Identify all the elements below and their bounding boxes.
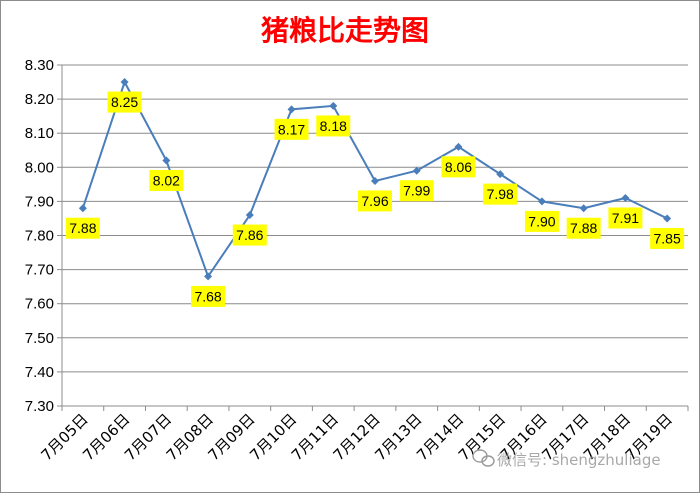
data-label-text: 7.85 — [654, 230, 681, 246]
data-label-text: 8.18 — [320, 118, 347, 134]
data-point — [78, 204, 87, 213]
data-label: 7.96 — [358, 190, 392, 212]
data-label-box — [441, 156, 476, 178]
y-tick-label: 7.40 — [25, 364, 54, 381]
data-label-text: 7.68 — [194, 288, 221, 304]
y-tick-label: 7.80 — [25, 228, 54, 245]
data-label-box — [191, 285, 226, 307]
data-label: 7.68 — [191, 285, 226, 307]
data-label: 7.90 — [524, 210, 559, 232]
watermark: 微信号: shengzhuliage — [472, 449, 661, 469]
data-label-text: 7.99 — [403, 183, 430, 199]
data-label-box — [149, 169, 184, 191]
watermark-text: 微信号: shengzhuliage — [497, 451, 661, 469]
y-tick-label: 8.00 — [25, 159, 54, 176]
data-label: 8.18 — [316, 115, 351, 137]
data-label-text: 7.90 — [528, 213, 555, 229]
data-label: 7.99 — [399, 180, 434, 202]
data-label-text: 8.25 — [111, 94, 138, 110]
y-tick-label: 7.60 — [25, 296, 54, 313]
data-label: 8.17 — [274, 118, 309, 140]
data-label-box — [524, 210, 559, 232]
data-label-text: 7.86 — [236, 227, 263, 243]
axes — [57, 64, 689, 411]
data-label-box — [358, 190, 392, 212]
data-label-box — [107, 91, 142, 113]
data-label-text: 7.88 — [69, 220, 96, 236]
data-label-box — [65, 217, 100, 239]
data-label-text: 7.91 — [612, 210, 639, 226]
data-label-box — [399, 180, 434, 202]
data-point — [537, 197, 546, 206]
data-label-box — [232, 224, 267, 246]
y-tick-label: 8.10 — [25, 125, 54, 142]
y-tick-label: 8.20 — [25, 91, 54, 108]
data-label: 7.85 — [650, 227, 685, 249]
data-label-text: 7.98 — [487, 186, 514, 202]
data-label-box — [483, 183, 518, 205]
wechat-icon — [472, 449, 495, 467]
data-label: 8.02 — [149, 169, 184, 191]
data-label: 8.25 — [107, 91, 142, 113]
data-point — [454, 142, 463, 151]
y-tick-label: 7.90 — [25, 193, 54, 210]
data-label-box — [608, 207, 643, 229]
data-label-box — [274, 118, 309, 140]
data-point — [663, 214, 672, 223]
data-label: 7.88 — [566, 217, 601, 239]
data-label-box — [316, 115, 351, 137]
data-label: 7.86 — [232, 224, 267, 246]
y-tick-label: 7.70 — [25, 262, 54, 279]
y-tick-label: 7.50 — [25, 330, 54, 347]
data-point — [371, 176, 379, 185]
data-label: 7.91 — [608, 207, 643, 229]
data-label-text: 7.96 — [361, 193, 388, 209]
data-point — [496, 170, 505, 179]
data-point — [329, 101, 338, 110]
data-point — [245, 211, 254, 220]
data-point — [162, 156, 171, 165]
data-label-text: 8.02 — [153, 172, 180, 188]
data-labels: 7.88 8.25 8.02 7.68 7.86 8.17 8.18 7.96 7.99 8.06… — [65, 91, 685, 307]
data-label-text: 7.88 — [570, 220, 597, 236]
data-label-box — [650, 227, 685, 249]
data-point — [621, 193, 630, 202]
y-tick-label: 7.30 — [25, 398, 54, 415]
chart-title: 猪粮比走势图 — [261, 14, 429, 47]
data-label: 7.88 — [65, 217, 100, 239]
data-point — [287, 105, 296, 114]
data-label: 7.98 — [483, 183, 518, 205]
series-line-group — [78, 78, 672, 281]
data-label-text: 8.06 — [445, 159, 472, 175]
data-point — [204, 272, 213, 281]
data-label-box — [566, 217, 601, 239]
y-tick-label: 8.30 — [25, 57, 54, 74]
data-label: 8.06 — [441, 156, 476, 178]
y-axis-ticks: 8.30 8.20 8.10 8.00 7.90 7.80 7.70 7.60 7.50 7.40… — [25, 57, 54, 415]
data-point — [120, 78, 129, 87]
data-label-text: 8.17 — [278, 121, 305, 137]
data-point — [579, 204, 588, 213]
data-point — [412, 166, 421, 175]
